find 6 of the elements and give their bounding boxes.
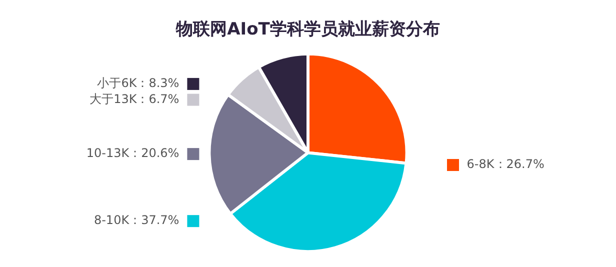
legend-label: 10-13K：20.6% [86,146,180,160]
legend-label: 大于13K：6.7% [90,92,180,106]
legend-label: 小于6K：8.3% [97,76,180,90]
chart-title: 物联网AIoT学科学员就业薪资分布 [175,20,440,40]
legend-label: 8-10K：37.7% [94,213,180,228]
slice-label: 6-8K：26.7% [466,156,544,171]
